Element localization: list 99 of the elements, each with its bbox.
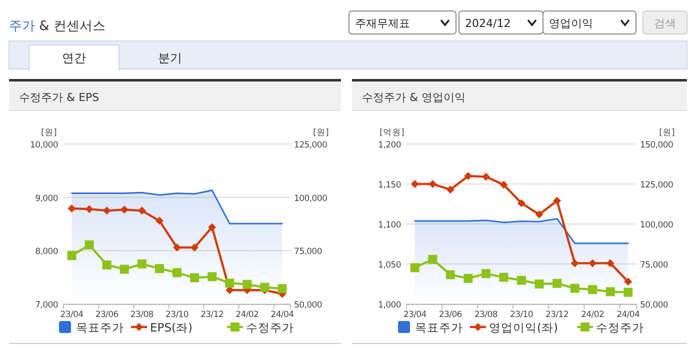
point	[518, 199, 526, 208]
point	[606, 287, 615, 296]
point	[446, 186, 454, 194]
y-tick-label: 1,150	[378, 180, 401, 190]
x-tick-label: 23/12	[200, 310, 224, 320]
y2-axis-title: [원]	[659, 128, 675, 138]
y2-axis-title: [원]	[313, 128, 329, 138]
y-tick-label: 1,000	[378, 300, 401, 310]
x-tick-label: 23/08	[130, 310, 154, 320]
y-tick-label: 9,000	[35, 194, 58, 204]
y-tick-label: 10,000	[30, 140, 58, 150]
point	[242, 280, 252, 289]
text: 주가 & 컨센서스	[9, 19, 106, 34]
point	[428, 180, 437, 188]
legend-label: EPS(좌)	[150, 320, 192, 334]
x-tick-label: 24/02	[581, 310, 604, 320]
point	[67, 251, 76, 260]
point	[84, 240, 94, 250]
point	[570, 284, 580, 293]
point	[154, 264, 164, 274]
x-tick-label: 24/04	[270, 310, 294, 320]
point	[446, 270, 455, 280]
x-tick-label: 23/06	[95, 310, 118, 320]
y2-tick-label: 125,000	[640, 180, 674, 190]
x-tick-label: 23/04	[60, 310, 84, 320]
text: 주재무제표	[355, 17, 410, 30]
y2-tick-label: 150,000	[640, 140, 674, 150]
y-tick-label: 7,000	[35, 300, 58, 310]
point	[534, 280, 544, 288]
x-tick-label: 24/04	[616, 310, 640, 320]
legend-label: 수정주가	[596, 320, 644, 334]
point	[499, 272, 508, 282]
x-tick-label: 24/02	[236, 310, 259, 320]
point	[588, 285, 598, 294]
point	[464, 274, 473, 283]
point	[102, 260, 112, 270]
y2-tick-label: 50,000	[640, 300, 668, 310]
point	[410, 263, 420, 272]
text: 검색	[654, 17, 676, 30]
point	[137, 259, 146, 268]
point	[68, 204, 76, 213]
point	[138, 206, 146, 215]
text: 분기	[158, 51, 182, 65]
point	[410, 180, 419, 188]
point	[278, 284, 287, 294]
x-tick-label: 23/10	[166, 310, 188, 320]
legend-label: 수정주가	[246, 320, 294, 334]
point	[624, 288, 633, 297]
point	[570, 259, 579, 268]
y2-tick-label: 75,000	[640, 260, 668, 270]
y2-tick-label: 100,000	[294, 194, 328, 204]
x-tick-label: 23/12	[546, 310, 569, 320]
legend-label: 목표주가	[415, 320, 463, 334]
x-tick-label: 23/08	[474, 310, 498, 320]
point	[553, 196, 562, 205]
y-axis-title: [억원]	[380, 128, 404, 138]
x-tick-label: 23/04	[403, 310, 426, 320]
x-tick-label: 23/06	[438, 310, 462, 320]
x-tick-label: 23/10	[510, 310, 533, 320]
point	[552, 278, 562, 288]
point	[102, 206, 111, 215]
point	[517, 276, 526, 285]
point	[624, 278, 632, 286]
text: 연간	[62, 51, 86, 65]
point	[208, 272, 217, 282]
point	[173, 243, 181, 252]
point	[225, 278, 234, 288]
point	[464, 172, 472, 180]
point	[120, 206, 128, 214]
y2-tick-label: 75,000	[294, 247, 322, 258]
point	[535, 210, 544, 218]
text: 2024/12	[465, 17, 511, 30]
legend-label: 목표주가	[76, 320, 124, 334]
point	[155, 216, 164, 225]
point	[428, 254, 438, 264]
point	[120, 264, 129, 274]
point	[85, 205, 94, 214]
y2-tick-label: 100,000	[640, 220, 674, 230]
point	[482, 172, 490, 181]
text: 영업이익	[549, 17, 593, 30]
point	[172, 268, 182, 278]
point	[481, 269, 490, 278]
y-tick-label: 8,000	[35, 247, 58, 258]
point	[588, 259, 597, 268]
y-tick-label: 1,050	[378, 260, 401, 270]
point	[500, 180, 508, 189]
point	[190, 273, 200, 282]
point	[190, 243, 199, 252]
point	[606, 259, 614, 268]
point	[208, 223, 216, 232]
y-tick-label: 1,200	[378, 140, 401, 150]
legend-label: 영업이익(좌)	[489, 320, 558, 334]
y-axis-title: [원]	[41, 128, 57, 138]
y-tick-label: 1,100	[378, 220, 401, 230]
y2-tick-label: 125,000	[294, 140, 328, 150]
chart-title: 수정주가 & 영업이익	[362, 91, 466, 104]
y2-tick-label: 50,000	[294, 300, 322, 310]
point	[260, 282, 270, 292]
chart-title: 수정주가 & EPS	[19, 91, 100, 104]
